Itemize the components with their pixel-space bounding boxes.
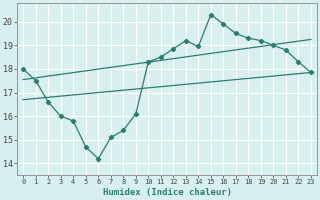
X-axis label: Humidex (Indice chaleur): Humidex (Indice chaleur) [103,188,232,197]
